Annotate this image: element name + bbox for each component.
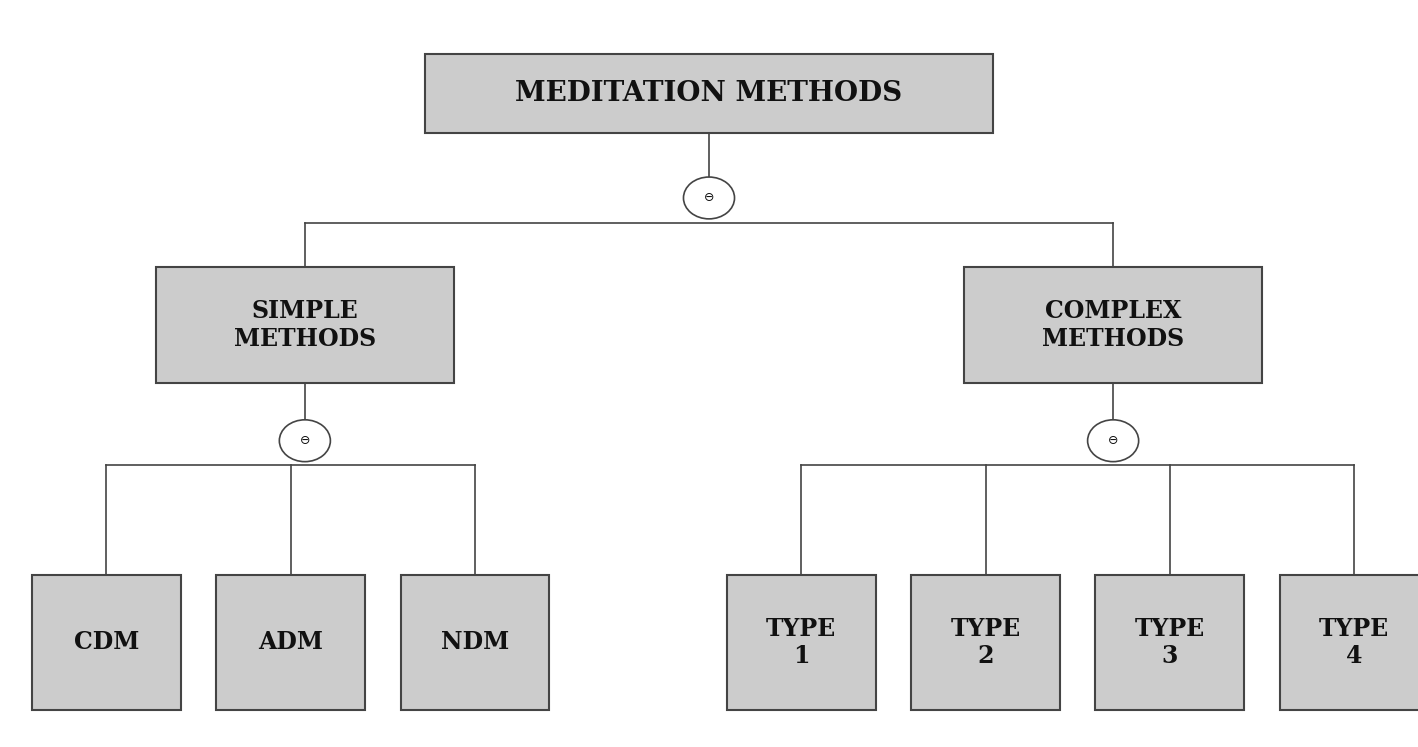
Text: CDM: CDM (74, 630, 139, 654)
FancyBboxPatch shape (425, 55, 993, 133)
Text: SIMPLE
METHODS: SIMPLE METHODS (234, 299, 376, 351)
FancyBboxPatch shape (31, 575, 182, 710)
Text: ⊖: ⊖ (1107, 434, 1119, 447)
FancyBboxPatch shape (910, 575, 1059, 710)
Text: TYPE
3: TYPE 3 (1134, 616, 1205, 669)
FancyBboxPatch shape (726, 575, 875, 710)
FancyBboxPatch shape (401, 575, 550, 710)
FancyBboxPatch shape (964, 267, 1262, 383)
Text: TYPE
1: TYPE 1 (766, 616, 837, 669)
FancyBboxPatch shape (156, 267, 454, 383)
FancyBboxPatch shape (1279, 575, 1418, 710)
Text: MEDITATION METHODS: MEDITATION METHODS (515, 80, 903, 107)
Text: COMPLEX
METHODS: COMPLEX METHODS (1042, 299, 1184, 351)
Text: NDM: NDM (441, 630, 509, 654)
Text: TYPE
4: TYPE 4 (1319, 616, 1390, 669)
Ellipse shape (683, 177, 735, 219)
Ellipse shape (279, 420, 330, 462)
Text: ⊖: ⊖ (703, 191, 715, 205)
Ellipse shape (1088, 420, 1139, 462)
Text: TYPE
2: TYPE 2 (950, 616, 1021, 669)
Text: ADM: ADM (258, 630, 323, 654)
FancyBboxPatch shape (216, 575, 366, 710)
Text: ⊖: ⊖ (299, 434, 311, 447)
FancyBboxPatch shape (1095, 575, 1244, 710)
